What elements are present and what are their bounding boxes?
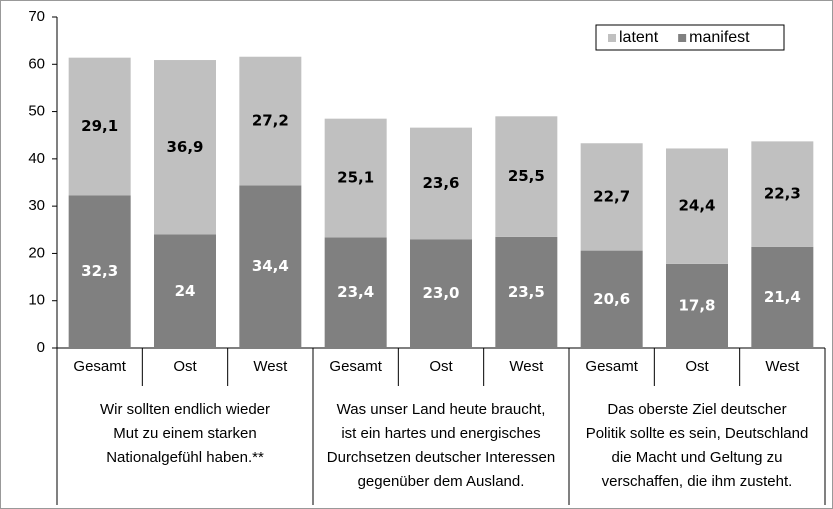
y-tick-label: 40 <box>28 150 45 167</box>
bar-segment <box>580 143 643 251</box>
group-label: Was unser Land heute braucht, <box>337 401 546 418</box>
data-label: 23,6 <box>422 174 459 192</box>
data-label: 24,4 <box>678 197 715 215</box>
legend-swatch <box>608 34 616 42</box>
bar-segment <box>68 57 131 196</box>
data-label: 22,3 <box>764 185 801 203</box>
group-label: Wir sollten endlich wieder <box>100 401 270 418</box>
bar-segment <box>495 116 558 237</box>
y-tick-label: 30 <box>28 197 45 214</box>
x-tick-label: Ost <box>173 358 197 375</box>
legend-box <box>595 24 785 51</box>
bar-segment <box>324 118 387 238</box>
bar-segment <box>239 56 302 186</box>
data-label: 25,1 <box>337 169 374 187</box>
group-label: Mut zu einem starken <box>113 425 256 442</box>
data-label: 23,0 <box>422 284 459 302</box>
bar-segment <box>239 185 302 348</box>
y-tick-label: 10 <box>28 292 45 309</box>
bar-segment <box>751 246 814 348</box>
group-label: Nationalgefühl haben.** <box>106 449 264 466</box>
data-label: 17,8 <box>678 296 715 314</box>
x-tick-label: Gesamt <box>329 358 382 375</box>
group-label: gegenüber dem Ausland. <box>358 473 525 490</box>
data-label: 34,4 <box>252 257 289 275</box>
bar-segment <box>154 60 216 235</box>
y-tick-label: 60 <box>28 55 45 72</box>
data-label: 20,6 <box>593 290 630 308</box>
bar-segment <box>154 234 216 348</box>
y-tick-label: 50 <box>28 103 45 120</box>
x-tick-label: West <box>765 358 800 375</box>
data-label: 29,1 <box>81 117 118 135</box>
x-tick-label: West <box>509 358 544 375</box>
legend-swatch <box>678 34 687 42</box>
x-tick-label: Gesamt <box>73 358 126 375</box>
group-label: Das oberste Ziel deutscher <box>607 401 786 418</box>
data-label: 24 <box>175 282 196 300</box>
data-label: 22,7 <box>593 187 630 205</box>
x-tick-label: Ost <box>429 358 453 375</box>
group-label: ist ein hartes und energisches <box>341 425 540 442</box>
legend-label: latent <box>619 29 659 46</box>
data-label: 27,2 <box>252 112 289 130</box>
bar-segment <box>666 263 728 348</box>
y-tick-label: 70 <box>28 8 45 25</box>
bar-segment <box>751 141 814 247</box>
x-tick-label: West <box>253 358 288 375</box>
bar-segment <box>324 237 387 348</box>
data-label: 36,9 <box>166 138 203 156</box>
group-label: verschaffen, die ihm zusteht. <box>602 473 793 490</box>
bar-segment <box>580 250 643 348</box>
bar-segment <box>68 195 131 348</box>
legend-label: manifest <box>689 29 750 46</box>
data-label: 32,3 <box>81 262 118 280</box>
bar-segment <box>495 236 558 348</box>
x-tick-label: Ost <box>685 358 709 375</box>
bar-segment <box>666 148 728 264</box>
group-label: Politik sollte es sein, Deutschland <box>586 425 809 442</box>
y-tick-label: 0 <box>37 339 45 356</box>
data-label: 25,5 <box>508 167 545 185</box>
bar-segment <box>410 239 472 348</box>
data-label: 23,4 <box>337 283 374 301</box>
data-label: 23,5 <box>508 283 545 301</box>
data-label: 21,4 <box>764 288 801 306</box>
y-tick-label: 20 <box>28 244 45 261</box>
bar-segment <box>410 127 472 240</box>
group-label: die Macht und Geltung zu <box>612 449 783 466</box>
x-tick-label: Gesamt <box>585 358 638 375</box>
group-label: Durchsetzen deutscher Interessen <box>327 449 555 466</box>
